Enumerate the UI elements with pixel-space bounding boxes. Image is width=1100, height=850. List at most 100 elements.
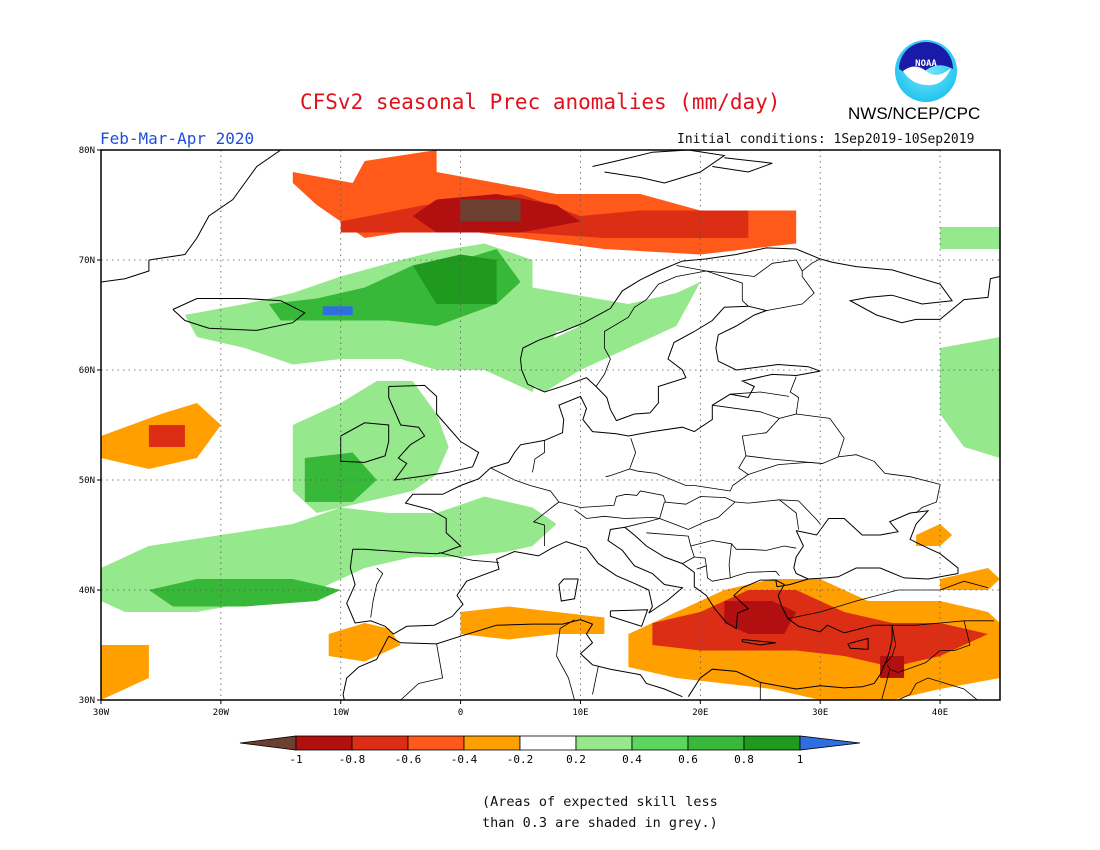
anomaly-russia-wet	[940, 337, 1000, 458]
border-35	[896, 677, 978, 700]
coastline-16	[148, 150, 282, 261]
footnote-line-1: (Areas of expected skill less	[482, 794, 718, 810]
colorbar-swatch	[743, 735, 801, 751]
logo-upper-disc	[899, 42, 953, 75]
lon-tick-label: 0	[458, 708, 463, 718]
coastline-10	[609, 609, 649, 627]
lon-tick-label: 10W	[333, 708, 350, 718]
anomaly-iceland-wet-3	[412, 254, 497, 304]
border-19	[779, 499, 821, 525]
coastline-17	[101, 260, 150, 283]
colorbar-swatch	[687, 735, 745, 751]
border-7	[605, 468, 630, 478]
anomaly-iceland-wet-4	[322, 306, 353, 315]
border-24	[796, 413, 845, 458]
border-17	[728, 543, 732, 578]
lat-tick-label: 70N	[79, 256, 95, 266]
lon-tick-label: 40E	[932, 708, 948, 718]
coastline-3	[352, 370, 821, 555]
colorbar-arrow-left	[239, 735, 297, 751]
lon-tick-label: 30E	[812, 708, 828, 718]
axis-ticks: 30W 20W 10W 0 10E 20E 30E 40E 30N 40N 50N 60N 70N 80N	[79, 146, 948, 718]
anomaly-atlantic-dry-core	[148, 425, 185, 447]
colorbar-swatch	[351, 735, 409, 751]
border-28	[676, 265, 749, 307]
coastline-13	[796, 510, 959, 574]
colorbar-label: 1	[797, 753, 804, 766]
anomaly-far-atlantic-dry	[101, 645, 149, 700]
coastline-12	[847, 637, 869, 650]
border-11	[659, 501, 736, 530]
agency-label: NWS/NCEP/CPC	[848, 104, 981, 123]
border-34	[882, 625, 897, 668]
border-22	[730, 391, 790, 397]
border-29	[595, 270, 707, 387]
lat-tick-label: 80N	[79, 146, 95, 156]
border-33	[881, 664, 891, 700]
border-38	[556, 619, 575, 700]
lon-tick-label: 30W	[93, 708, 110, 718]
coastline-18	[592, 150, 726, 184]
border-15	[705, 565, 780, 582]
border-25	[748, 461, 823, 475]
colorbar-arrow-right	[799, 735, 861, 751]
border-2	[370, 567, 384, 618]
noaa-logo: NOAA	[895, 40, 957, 102]
anomaly-mediterranean-dry-east-3	[724, 601, 797, 634]
colorbar-label: 0.4	[622, 753, 642, 766]
colorbar-label: -0.2	[507, 753, 534, 766]
anomaly-caucasus-dry	[916, 524, 953, 546]
coastline-8	[342, 635, 390, 700]
border-27	[706, 259, 803, 277]
border-3	[532, 440, 545, 473]
lon-tick-label: 20W	[213, 708, 230, 718]
colorbar-label: -0.6	[395, 753, 422, 766]
colorbar-swatch	[631, 735, 689, 751]
anomaly-west-siberia-wet	[940, 227, 1000, 249]
colorbar-label: -1	[289, 753, 302, 766]
coastline-14	[793, 530, 809, 580]
colorbar-swatch	[295, 735, 353, 751]
logo-gull	[903, 66, 951, 86]
colorbar-label: -0.4	[451, 753, 478, 766]
logo-text: NOAA	[915, 59, 937, 69]
colorbar-label: 0.6	[678, 753, 698, 766]
lat-tick-label: 50N	[79, 476, 95, 486]
initial-conditions: Initial conditions: 1Sep2019-10Sep2019	[677, 132, 975, 147]
border-21	[712, 404, 780, 419]
colorbar-swatch	[575, 735, 633, 751]
anomaly-tyrrhenian-dry	[460, 606, 605, 640]
map-title: CFSv2 seasonal Prec anomalies (mm/day)	[300, 90, 781, 114]
skill-footnote: (Areas of expected skill less than 0.3 a…	[482, 792, 718, 834]
lat-lon-grid	[101, 150, 1000, 700]
border-12	[624, 518, 660, 528]
lat-tick-label: 30N	[79, 696, 95, 706]
coastline-5	[346, 526, 959, 635]
coastline-19	[712, 157, 773, 173]
border-8	[629, 438, 637, 470]
border-14	[694, 556, 707, 570]
border-4	[558, 490, 666, 508]
colorbar-swatch	[519, 735, 577, 751]
anomaly-north-atlantic-wet-2	[148, 579, 341, 607]
lat-tick-label: 60N	[79, 366, 95, 376]
border-37	[592, 665, 599, 695]
border-1	[438, 552, 500, 563]
colorbar-label: -0.8	[339, 753, 366, 766]
colorbar-swatch	[407, 735, 465, 751]
coastline-7	[388, 619, 683, 698]
anomaly-iberia-dry	[328, 623, 401, 662]
lon-tick-label: 20E	[692, 708, 708, 718]
border-39	[400, 643, 444, 700]
colorbar-label: 0.2	[566, 753, 586, 766]
coastlines	[101, 150, 1000, 700]
lon-tick-label: 10E	[572, 708, 588, 718]
border-9	[729, 435, 749, 492]
coastline-11	[741, 639, 776, 646]
coastline-9	[558, 578, 579, 602]
map-frame	[100, 149, 1001, 701]
border-16	[690, 540, 797, 551]
colorbar-swatch	[463, 735, 521, 751]
